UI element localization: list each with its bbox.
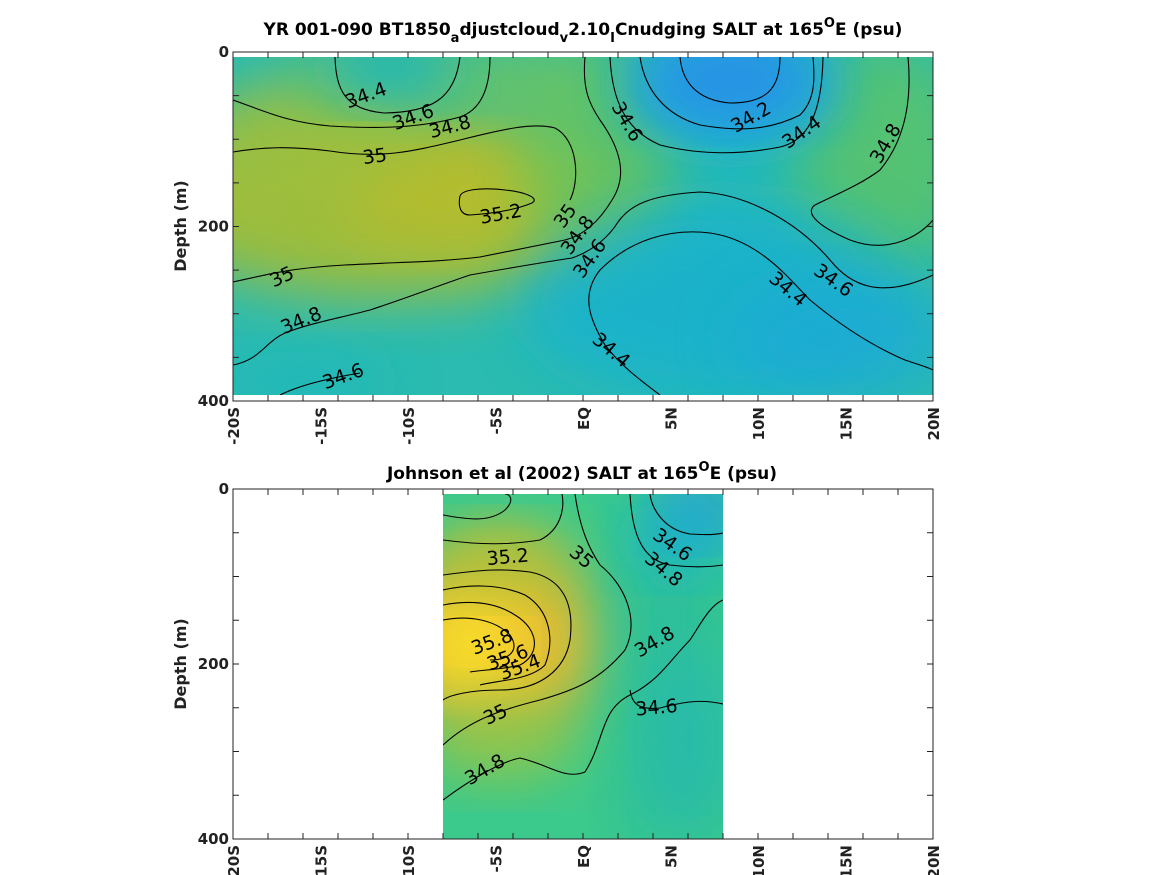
contour-line — [233, 57, 622, 283]
x-tick-label: 10N — [750, 407, 768, 440]
contour-label: 34.6 — [634, 695, 678, 721]
x-tick-label: EQ — [575, 407, 593, 430]
x-tick-label: -20S — [225, 407, 243, 445]
contours-top — [233, 57, 933, 395]
contour-line — [233, 57, 491, 128]
contour-line — [810, 57, 933, 246]
chart-title-top: YR 001-090 BT1850adjustcloudv2.10ICnudgi… — [263, 16, 903, 46]
contour-line — [443, 494, 632, 746]
y-ticks-bottom: 0 200 400 — [198, 480, 933, 848]
y-tick-label: 400 — [198, 392, 229, 410]
x-ticks-top: -20S -15S -10S -5S EQ 5N 10N 15N 20N — [225, 52, 943, 445]
x-tick-label: -5S — [488, 407, 506, 434]
contour-label: 35.2 — [486, 544, 530, 570]
title-top-mid3: Cnudging SALT at 165 — [615, 20, 824, 40]
x-tick-label: -10S — [400, 407, 418, 445]
title-top-sub-v: v — [560, 31, 569, 46]
x-ticks-bottom: -20S -15S -10S -5S EQ 5N 10N 15N 20N — [225, 489, 943, 875]
contour-line — [458, 188, 535, 216]
y-axis-label-top: Depth (m) — [171, 180, 190, 272]
field-blob-top — [320, 57, 460, 102]
x-tick-label: -15S — [313, 845, 331, 875]
title-top-mid1: djustcloud — [459, 20, 559, 40]
contour-label: 35 — [361, 144, 388, 169]
panel-bottom: Johnson et al (2002) SALT at 165OE (psu) — [171, 460, 943, 875]
salinity-field-bottom — [443, 494, 723, 839]
x-tick-label: -10S — [400, 845, 418, 875]
x-tick-label: 5N — [663, 845, 681, 868]
x-tick-label: 20N — [925, 407, 943, 440]
x-tick-label: 20N — [925, 845, 943, 875]
title-bottom-prefix: Johnson et al (2002) SALT at 165 — [386, 464, 699, 484]
contour-line — [443, 494, 512, 520]
contour-line — [233, 191, 933, 366]
x-tick-label: -20S — [225, 845, 243, 875]
contour-line — [629, 494, 723, 568]
y-tick-label: 400 — [198, 830, 229, 848]
salinity-field-top — [233, 57, 933, 395]
field-blob-top — [730, 280, 933, 395]
contour-line — [629, 689, 723, 709]
title-bottom-suffix: E (psu) — [710, 464, 777, 484]
contour-line — [443, 494, 564, 545]
contour-line — [443, 599, 723, 801]
contour-line — [679, 57, 781, 104]
chart-title-bottom: Johnson et al (2002) SALT at 165OE (psu) — [386, 460, 777, 484]
contour-line — [639, 57, 815, 130]
title-top-prefix: YR 001-090 BT1850 — [263, 20, 451, 40]
contour-line — [649, 494, 723, 536]
field-blob-bottom — [630, 505, 723, 575]
field-blob-bottom — [650, 650, 723, 830]
x-tick-label: EQ — [575, 845, 593, 868]
field-blob-top — [233, 350, 390, 395]
y-axis-label-bottom: Depth (m) — [171, 618, 190, 710]
x-tick-label: 5N — [663, 407, 681, 430]
y-ticks-top: 0 200 400 — [198, 43, 933, 410]
y-tick-label: 200 — [198, 655, 229, 673]
contour-line — [588, 231, 933, 395]
y-tick-label: 0 — [219, 480, 229, 498]
field-blob-bottom — [443, 525, 570, 595]
field-blob-top — [645, 57, 815, 122]
contour-line — [233, 125, 577, 201]
title-top-suffix: E (psu) — [835, 20, 902, 40]
title-top-sub-a: a — [451, 31, 460, 46]
panel-top: YR 001-090 BT1850adjustcloudv2.10ICnudgi… — [171, 16, 943, 445]
x-tick-label: -15S — [313, 407, 331, 445]
y-tick-label: 0 — [219, 43, 229, 61]
title-bottom-sup: O — [699, 460, 710, 475]
x-tick-label: -5S — [488, 845, 506, 872]
x-tick-label: 15N — [838, 407, 856, 440]
contour-line — [279, 372, 361, 395]
contour-line — [609, 57, 824, 154]
contour-line — [443, 617, 515, 661]
title-top-sub-i: I — [610, 31, 615, 46]
contour-line — [334, 57, 461, 114]
title-top-sup: O — [824, 16, 835, 31]
title-top-mid2: 2.10 — [568, 20, 610, 40]
y-tick-label: 200 — [198, 218, 229, 236]
x-tick-label: 10N — [750, 845, 768, 875]
x-tick-label: 15N — [838, 845, 856, 875]
field-blob-bottom — [443, 695, 580, 785]
contour-line — [443, 601, 535, 673]
contours-bottom — [443, 494, 723, 801]
contour-line — [443, 585, 551, 686]
contour-line — [443, 569, 572, 701]
field-blob-bottom — [443, 600, 515, 690]
contour-labels-bottom: 35.2 35 34.634.835.835.635.434.835 34.634.8 — [461, 524, 696, 790]
